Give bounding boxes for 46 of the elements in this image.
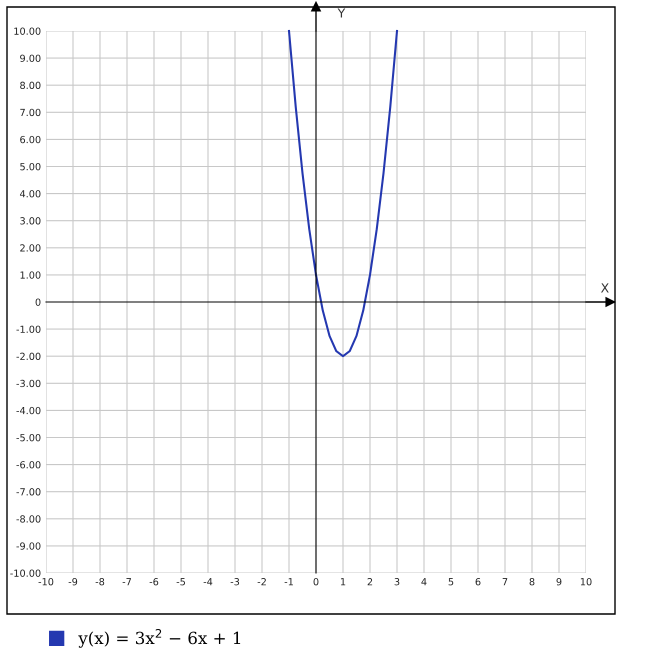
- x-tick-label: 6: [476, 578, 480, 586]
- x-tick-label: 5: [448, 578, 454, 586]
- x-tick-label: 4: [421, 578, 427, 586]
- x-tick-label: 0: [314, 578, 318, 586]
- x-tick-label: -4: [204, 578, 212, 586]
- y-tick-label: -1.00: [16, 326, 40, 333]
- x-tick-label: -7: [122, 578, 132, 586]
- x-tick-label: -9: [68, 578, 78, 586]
- y-tick-label: -8.00: [16, 515, 40, 523]
- x-axis-title: X: [600, 283, 609, 293]
- y-tick-label: 3.00: [20, 217, 40, 225]
- x-tick-label: -1: [284, 578, 293, 586]
- y-tick-label: -6.00: [16, 461, 40, 468]
- y-tick-label: 2.00: [20, 244, 40, 252]
- y-tick-label: 6.00: [20, 136, 40, 144]
- y-tick-label: 0: [36, 298, 40, 306]
- legend-label: y(x) = 3x$^{2}$ − 6x + 1: [78, 629, 240, 648]
- line-series: [288, 30, 398, 358]
- y-tick-label: 8.00: [20, 82, 40, 90]
- y-tick-label: -4.00: [16, 406, 40, 414]
- y-tick-label: -9.00: [16, 542, 40, 550]
- x-tick-label: -2: [258, 578, 266, 586]
- y-tick-label: 10.00: [14, 27, 40, 35]
- x-tick-label: 3: [394, 578, 400, 586]
- x-tick-label: 10: [580, 578, 592, 586]
- x-tick-label: -3: [230, 578, 240, 586]
- y-axis-title: Y: [338, 8, 346, 18]
- y-tick-label: 5.00: [20, 162, 40, 170]
- x-tick-label: 7: [502, 578, 508, 586]
- x-tick-label: -8: [96, 578, 104, 586]
- x-tick-label: -10: [38, 578, 54, 586]
- y-tick-label: -5.00: [16, 434, 40, 442]
- x-tick-label: -6: [150, 578, 158, 586]
- y-tick-label: -3.00: [16, 380, 40, 388]
- x-tick-label: 8: [530, 578, 534, 586]
- x-tick-label: 9: [556, 578, 562, 586]
- y-tick-label: 4.00: [20, 190, 40, 198]
- y-tick-label: 1.00: [20, 271, 40, 279]
- x-tick-label: -5: [176, 578, 185, 586]
- x-tick-label: 2: [368, 578, 372, 586]
- y-tick-label: 9.00: [20, 54, 40, 62]
- x-tick-label: 1: [340, 578, 346, 586]
- y-tick-label: 7.00: [20, 108, 40, 116]
- y-tick-label: -2.00: [16, 352, 40, 360]
- y-tick-label: -10.00: [10, 569, 40, 577]
- y-tick-label: -7.00: [16, 488, 40, 496]
